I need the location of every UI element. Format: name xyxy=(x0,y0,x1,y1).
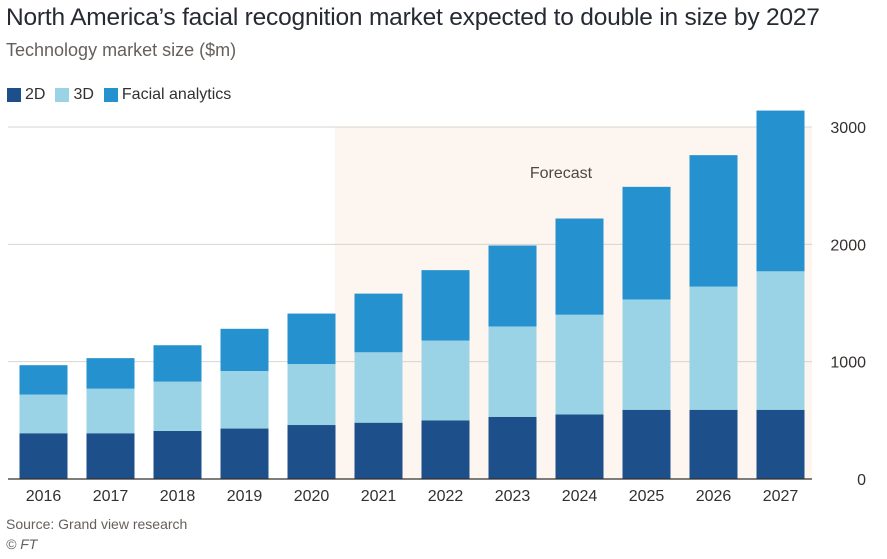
x-tick-label: 2018 xyxy=(160,488,196,505)
legend-label-facial-analytics: Facial analytics xyxy=(121,86,232,103)
chart-legend: 2D 3D Facial analytics xyxy=(7,86,241,104)
bar-facial-analytics-2021 xyxy=(354,293,403,353)
legend-swatch-2d xyxy=(7,88,21,102)
x-tick-label: 2026 xyxy=(696,488,732,505)
bar-3d-2023 xyxy=(488,326,537,417)
bar-facial-analytics-2016 xyxy=(19,365,68,395)
bar-facial-analytics-2026 xyxy=(689,155,738,287)
legend-item-2d: 2D xyxy=(7,86,45,104)
x-tick-label: 2017 xyxy=(93,488,129,505)
x-tick-label: 2020 xyxy=(294,488,330,505)
bar-2d-2026 xyxy=(689,409,738,479)
bar-3d-2017 xyxy=(86,388,135,434)
x-tick-label: 2024 xyxy=(562,488,598,505)
legend-item-3d: 3D xyxy=(55,86,94,104)
legend-swatch-3d xyxy=(55,88,70,102)
legend-label-2d: 2D xyxy=(25,86,46,103)
forecast-annotation: Forecast xyxy=(530,165,593,182)
y-tick-label: 0 xyxy=(857,472,866,489)
bar-3d-2022 xyxy=(421,340,470,421)
legend-label-3d: 3D xyxy=(73,86,94,103)
bar-3d-2018 xyxy=(153,381,202,431)
bar-2d-2016 xyxy=(19,433,68,479)
bar-facial-analytics-2019 xyxy=(220,328,269,372)
bar-3d-2019 xyxy=(220,371,269,429)
x-tick-label: 2019 xyxy=(227,488,263,505)
x-tick-label: 2027 xyxy=(763,488,799,505)
bar-2d-2024 xyxy=(555,414,604,479)
bar-2d-2023 xyxy=(488,416,537,479)
chart-title: North America’s facial recognition marke… xyxy=(6,4,820,31)
source-note: Source: Grand view research xyxy=(6,516,188,532)
y-tick-label: 3000 xyxy=(830,120,866,137)
y-tick-label: 2000 xyxy=(830,237,866,254)
x-tick-label: 2021 xyxy=(361,488,397,505)
bar-2d-2027 xyxy=(756,409,805,479)
legend-swatch-facial-analytics xyxy=(103,88,118,102)
x-tick-label: 2023 xyxy=(495,488,531,505)
bar-3d-2024 xyxy=(555,314,604,415)
bar-2d-2017 xyxy=(86,433,135,479)
bar-3d-2027 xyxy=(756,271,805,410)
bar-3d-2020 xyxy=(287,364,336,426)
credit-note: © FT xyxy=(6,536,38,552)
bar-2d-2020 xyxy=(287,425,336,479)
x-tick-label: 2025 xyxy=(629,488,665,505)
bar-3d-2026 xyxy=(689,286,738,410)
bar-2d-2019 xyxy=(220,428,269,479)
bar-facial-analytics-2022 xyxy=(421,270,470,341)
x-tick-label: 2022 xyxy=(428,488,464,505)
y-tick-label: 1000 xyxy=(830,355,866,372)
bar-3d-2025 xyxy=(622,299,671,410)
bar-facial-analytics-2027 xyxy=(756,110,805,272)
bar-facial-analytics-2020 xyxy=(287,313,336,365)
bar-2d-2018 xyxy=(153,430,202,479)
bar-facial-analytics-2017 xyxy=(86,358,135,389)
bar-2d-2025 xyxy=(622,409,671,479)
bar-facial-analytics-2025 xyxy=(622,186,671,300)
bar-facial-analytics-2024 xyxy=(555,218,604,315)
bar-2d-2022 xyxy=(421,420,470,479)
legend-item-facial-analytics: Facial analytics xyxy=(103,86,232,104)
bar-facial-analytics-2018 xyxy=(153,345,202,382)
x-tick-label: 2016 xyxy=(26,488,62,505)
bar-2d-2021 xyxy=(354,422,403,479)
chart-subtitle: Technology market size ($m) xyxy=(6,40,237,60)
bar-3d-2016 xyxy=(19,394,68,434)
bar-facial-analytics-2023 xyxy=(488,245,537,327)
bar-3d-2021 xyxy=(354,352,403,423)
